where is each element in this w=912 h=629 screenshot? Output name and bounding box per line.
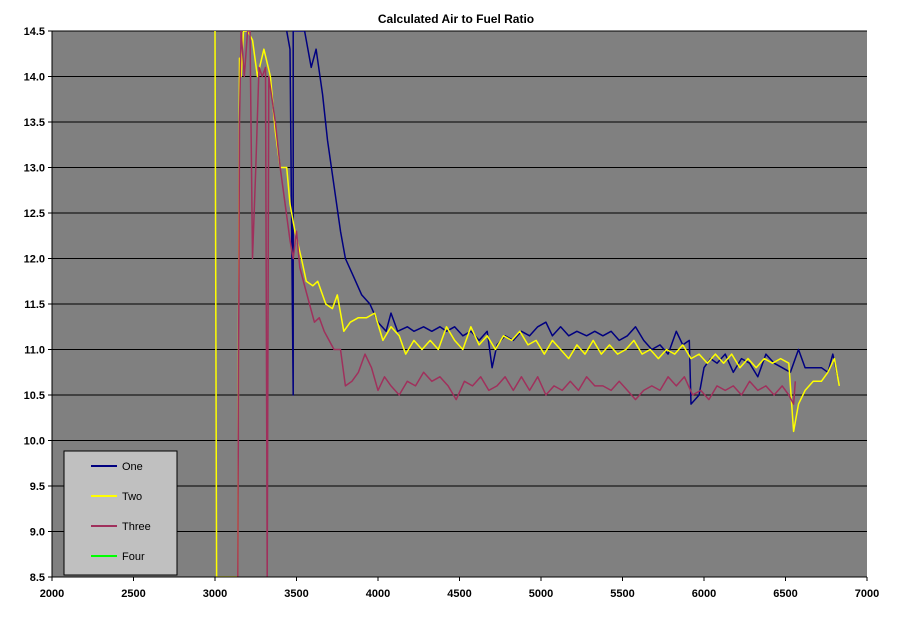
x-tick-label: 6500 [773, 588, 797, 600]
x-tick-label: 3000 [203, 588, 227, 600]
y-tick-label: 13.0 [24, 163, 45, 175]
x-tick-label: 4000 [366, 588, 390, 600]
y-tick-label: 12.5 [24, 208, 45, 220]
x-tick-label: 5000 [529, 588, 553, 600]
y-tick-label: 8.5 [30, 572, 45, 584]
series-line-two [214, 31, 841, 577]
x-tick-label: 7000 [855, 588, 879, 600]
gridlines [52, 30, 867, 578]
x-tick-label: 2500 [121, 588, 145, 600]
series-line-one [285, 31, 839, 405]
x-tick-label: 5500 [610, 588, 634, 600]
y-tick-label: 11.5 [24, 299, 45, 311]
legend: One Two Three Four [63, 450, 178, 576]
y-tick-label: 10.5 [24, 390, 45, 402]
axes: 8.5 9.0 9.5 10.0 10.5 11.0 11.5 12.0 12.5 13.0 13.… [24, 26, 880, 600]
y-tick-label: 13.5 [24, 117, 45, 129]
x-tick-label: 2000 [40, 588, 64, 600]
legend-label-two: Two [122, 491, 142, 503]
chart-title: Calculated Air to Fuel Ratio [378, 12, 534, 26]
legend-box [63, 450, 178, 576]
y-tick-label: 9.5 [30, 481, 45, 493]
y-tick-label: 10.0 [24, 436, 45, 448]
legend-label-three: Three [122, 521, 151, 533]
x-tick-label: 3500 [284, 588, 308, 600]
y-tick-label: 14.5 [24, 26, 45, 38]
y-tick-label: 12.0 [24, 254, 45, 266]
x-tick-label: 6000 [692, 588, 716, 600]
legend-label-one: One [122, 461, 143, 473]
legend-label-four: Four [122, 551, 145, 563]
series-lines [214, 31, 841, 577]
x-tick-label: 4500 [447, 588, 471, 600]
series-line-three [237, 31, 797, 577]
y-tick-label: 9.0 [30, 527, 45, 539]
y-tick-label: 14.0 [24, 72, 45, 84]
y-tick-label: 11.0 [24, 345, 45, 357]
